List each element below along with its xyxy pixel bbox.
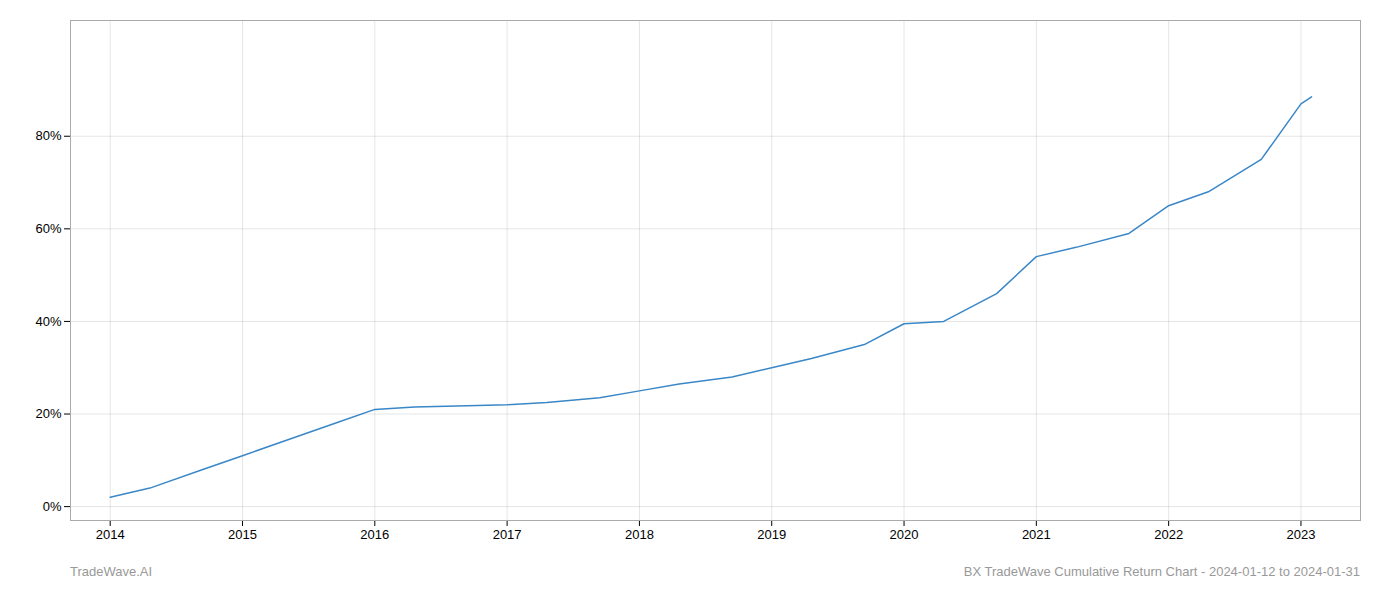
svg-text:2018: 2018 [625,527,654,542]
svg-text:40%: 40% [35,314,61,329]
svg-text:2014: 2014 [96,527,125,542]
svg-text:2021: 2021 [1022,527,1051,542]
svg-text:0%: 0% [43,499,62,514]
html-text:BX TradeWave Cumulative Return: BX TradeWave Cumulative Return Chart - 2… [963,564,1360,579]
svg-text:2015: 2015 [228,527,257,542]
html-text:TradeWave.AI: TradeWave.AI [70,564,153,579]
svg-text:20%: 20% [35,406,61,421]
svg-text:2019: 2019 [757,527,786,542]
svg-text:2016: 2016 [360,527,389,542]
svg-text:2017: 2017 [493,527,522,542]
svg-text:2023: 2023 [1287,527,1316,542]
svg-text:2022: 2022 [1154,527,1183,542]
svg-text:60%: 60% [35,221,61,236]
svg-text:2020: 2020 [890,527,919,542]
svg-text:80%: 80% [35,128,61,143]
